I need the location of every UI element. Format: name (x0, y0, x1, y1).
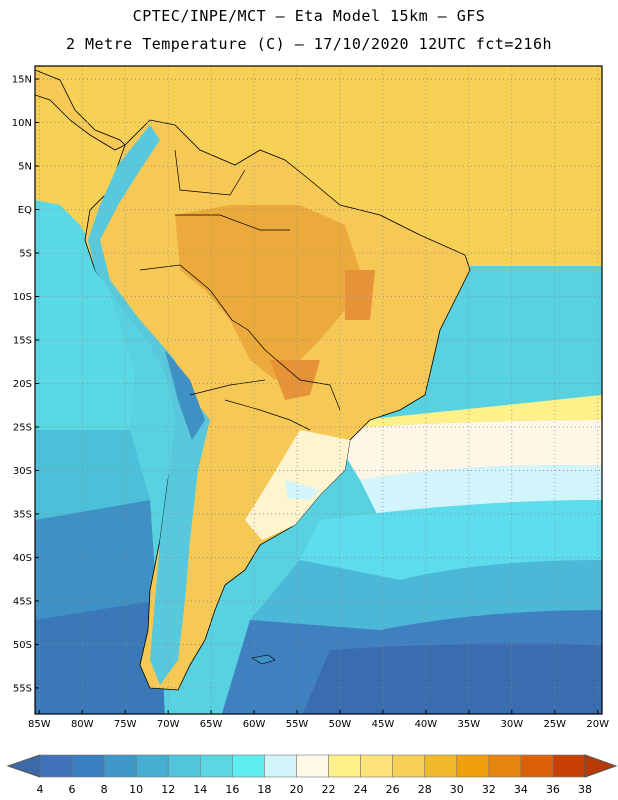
latitude-label: 5S (19, 249, 32, 260)
longitude-label: 55W (286, 719, 309, 730)
colorbar-label: 4 (37, 783, 44, 796)
andes-cold-strip (88, 125, 210, 685)
colorbar-over-arrow (584, 754, 618, 778)
country-borders (139, 149, 341, 431)
longitude-label: 45W (372, 719, 395, 730)
latitude-label: 25S (13, 422, 32, 433)
longitude-label: 40W (415, 719, 438, 730)
colorbar-label: 26 (386, 783, 400, 796)
colorbar-swatch (360, 754, 393, 778)
latitude-label: 50S (13, 640, 32, 651)
colorbar-label: 30 (450, 783, 464, 796)
latitude-label: 5N (18, 162, 32, 173)
graticule (35, 66, 602, 714)
longitude-label: 70W (157, 719, 180, 730)
latitude-label: 35S (13, 509, 32, 520)
colorbar-label: 12 (161, 783, 175, 796)
map-frame (34, 65, 603, 715)
colorbar-swatch (552, 754, 586, 778)
colorbar-swatch (488, 754, 522, 778)
latitude-label: 45S (13, 596, 32, 607)
colorbar-label: 34 (514, 783, 528, 796)
colorbar-swatch (392, 754, 426, 778)
latitude-label: 10N (12, 118, 32, 129)
latitude-label: 20S (13, 379, 32, 390)
colorbar-swatch (424, 754, 458, 778)
longitude-label: 25W (543, 719, 566, 730)
colorbar-label: 14 (193, 783, 207, 796)
longitude-label: 50W (329, 719, 352, 730)
longitude-label: 75W (114, 719, 137, 730)
latitude-label: 10S (13, 292, 32, 303)
chart-title-line2: 2 Metre Temperature (C) – 17/10/2020 12U… (65, 35, 553, 53)
falkland-islands (251, 654, 276, 665)
colorbar-label: 24 (354, 783, 368, 796)
colorbar-under-arrow (6, 754, 41, 778)
latitude-label: 15N (12, 75, 32, 86)
longitude-label: 35W (458, 719, 481, 730)
chart-title-line1: CPTEC/INPE/MCT – Eta Model 15km – GFS (132, 7, 486, 25)
colorbar-swatch (520, 754, 554, 778)
longitude-label: 60W (243, 719, 266, 730)
colorbar-swatch (456, 754, 490, 778)
colorbar-label: 28 (418, 783, 432, 796)
colorbar-label: 38 (578, 783, 592, 796)
longitude-label: 20W (586, 719, 609, 730)
colorbar-swatch (71, 754, 105, 778)
colorbar-swatch (135, 754, 169, 778)
longitude-label: 85W (28, 719, 51, 730)
central-america (35, 69, 126, 151)
colorbar-label: 22 (322, 783, 336, 796)
longitude-label: 65W (200, 719, 223, 730)
amazon-hot-region (175, 205, 360, 380)
colorbar-label: 32 (482, 783, 496, 796)
colorbar-swatch (167, 754, 201, 778)
latitude-label: 15S (13, 335, 32, 346)
colorbar-label: 10 (129, 783, 143, 796)
colorbar-label: 8 (101, 783, 108, 796)
colorbar-swatch (296, 754, 329, 778)
colorbar-label: 16 (225, 783, 239, 796)
longitude-label: 30W (500, 719, 523, 730)
colorbar-swatch (39, 754, 73, 778)
pacific-cool (35, 200, 135, 430)
colorbar-swatch (103, 754, 137, 778)
latitude-label: 55S (13, 683, 32, 694)
latitude-label: 30S (13, 466, 32, 477)
longitude-label: 80W (71, 719, 94, 730)
colorbar-label: 20 (289, 783, 303, 796)
colorbar-label: 6 (69, 783, 76, 796)
colorbar-label: 36 (546, 783, 560, 796)
colorbar-swatch (199, 754, 233, 778)
latitude-label: 40S (13, 553, 32, 564)
colorbar-swatch (232, 754, 265, 778)
colorbar-swatch (328, 754, 361, 778)
colorbar-swatch (264, 754, 297, 778)
latitude-label: EQ (18, 205, 32, 216)
colorbar-label: 18 (257, 783, 271, 796)
